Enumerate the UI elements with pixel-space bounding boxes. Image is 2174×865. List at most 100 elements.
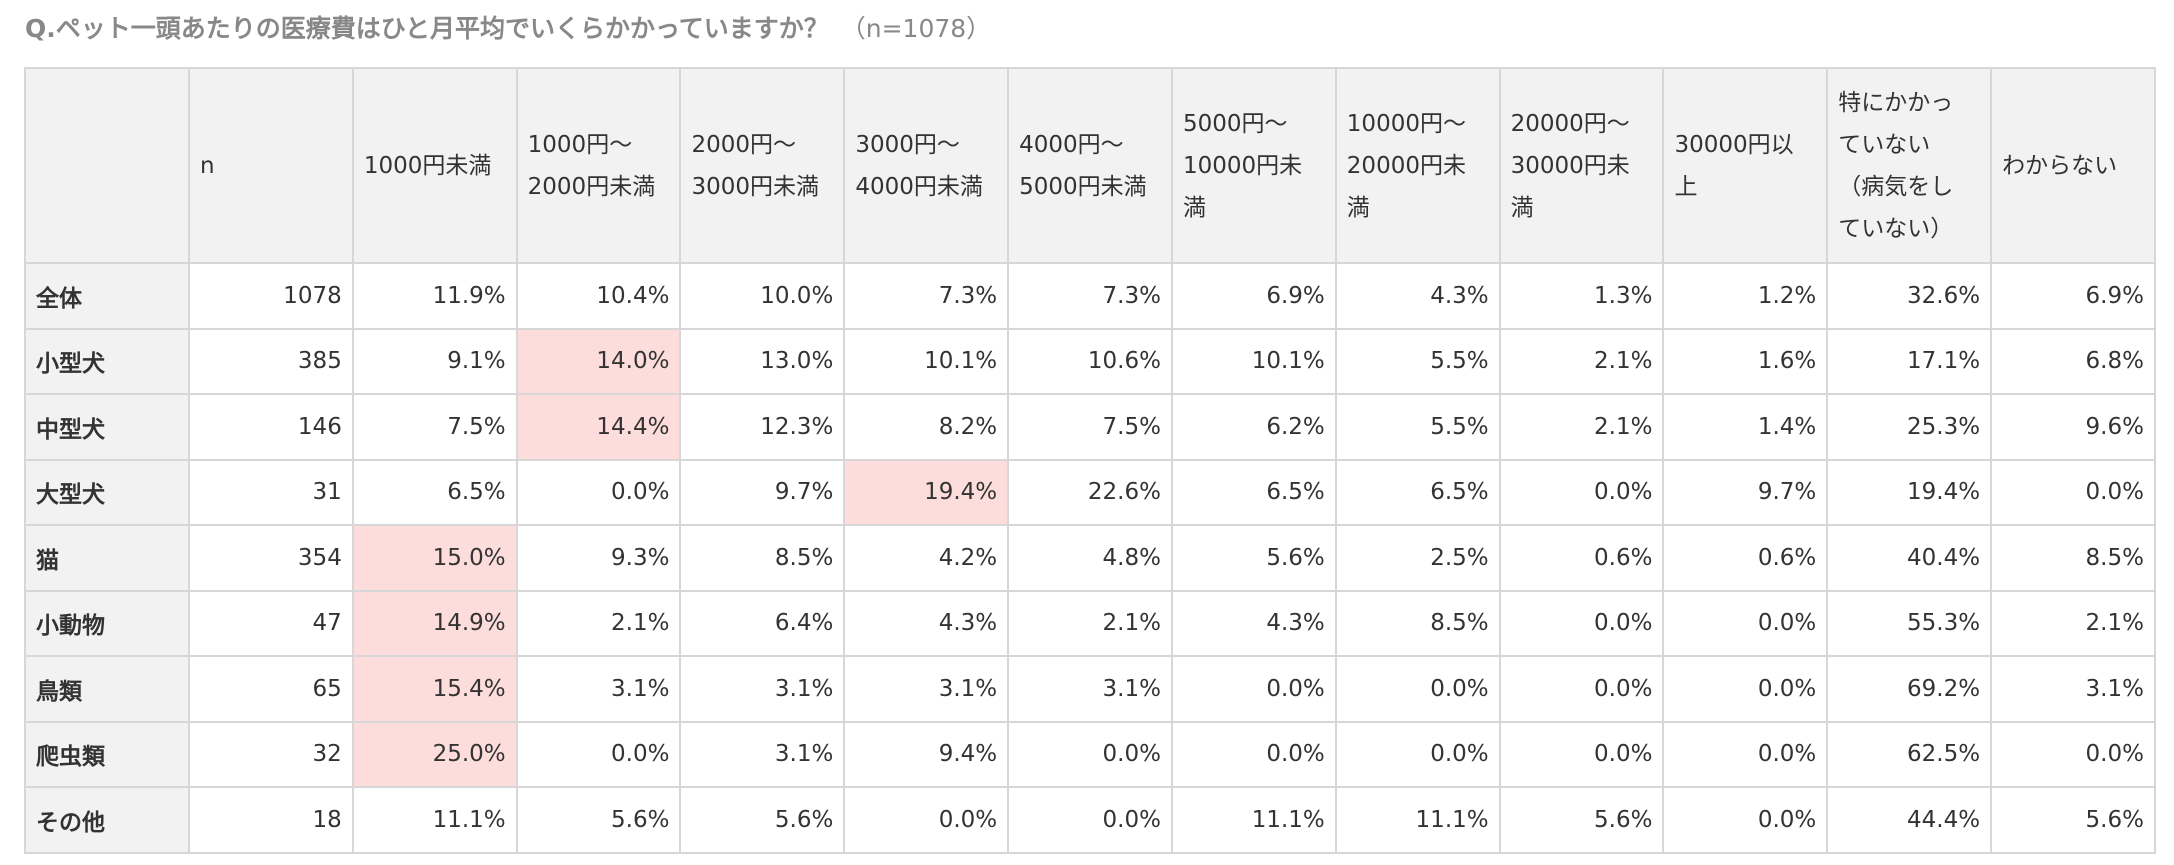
table-cell: 14.4% bbox=[515, 393, 682, 461]
header-row: n 1000円未満 1000円〜 2000円未満 2000円〜 3000円未満 3000円〜… bbox=[24, 67, 2156, 264]
table-cell: 69.2% bbox=[1826, 655, 1993, 723]
table-cell: 0.6% bbox=[1662, 524, 1829, 592]
table-cell: 1.6% bbox=[1662, 327, 1829, 395]
table-cell: 9.4% bbox=[843, 720, 1010, 788]
table-cell: 22.6% bbox=[1007, 458, 1173, 526]
table-cell: 7.3% bbox=[843, 262, 1010, 330]
table-cell: 11.1% bbox=[1334, 786, 1501, 854]
table-cell: 4.3% bbox=[1334, 262, 1501, 330]
table-cell: 9.7% bbox=[1662, 458, 1829, 526]
column-header-1: n bbox=[188, 67, 354, 264]
column-header-6: 4000円〜 5000円未満 bbox=[1007, 67, 1173, 264]
table-cell: 0.0% bbox=[1007, 786, 1173, 854]
table-cell: 9.7% bbox=[679, 458, 846, 526]
row-label: その他 bbox=[24, 786, 190, 854]
table-cell: 0.0% bbox=[1662, 720, 1829, 788]
table-cell: 9.1% bbox=[351, 327, 518, 395]
table-cell: 1.3% bbox=[1498, 262, 1665, 330]
table-cell: 5.6% bbox=[515, 786, 682, 854]
table-cell: 2.1% bbox=[1990, 589, 2156, 657]
table-cell: 14.0% bbox=[515, 327, 682, 395]
table-cell: 7.5% bbox=[1007, 393, 1173, 461]
cell-n: 146 bbox=[188, 393, 354, 461]
table-cell: 0.0% bbox=[1498, 458, 1665, 526]
row-label: 爬虫類 bbox=[24, 720, 190, 788]
table-cell: 19.4% bbox=[843, 458, 1010, 526]
chart-title: Q.ペット一頭あたりの医療費はひと月平均でいくらかかっていますか？ （n=1078… bbox=[25, 8, 991, 50]
title-text: Q.ペット一頭あたりの医療費はひと月平均でいくらかかっていますか？ bbox=[25, 14, 829, 43]
table-cell: 5.5% bbox=[1334, 393, 1501, 461]
table-cell: 3.1% bbox=[1990, 655, 2156, 723]
table-cell: 2.1% bbox=[1498, 393, 1665, 461]
table-body: 全体 1078 11.9% 10.4% 10.0% 7.3% 7.3% 6.9% 4.3% 1.3… bbox=[24, 262, 2156, 854]
table-cell: 1.2% bbox=[1662, 262, 1829, 330]
row-label: 大型犬 bbox=[24, 458, 190, 526]
table-row: 鳥類 65 15.4% 3.1% 3.1% 3.1% 3.1% 0.0% 0.0% 0.0% 0.0… bbox=[24, 655, 2156, 723]
table-cell: 5.6% bbox=[1170, 524, 1337, 592]
table-cell: 11.1% bbox=[351, 786, 518, 854]
table-row: 全体 1078 11.9% 10.4% 10.0% 7.3% 7.3% 6.9% 4.3% 1.3… bbox=[24, 262, 2156, 330]
cell-n: 65 bbox=[188, 655, 354, 723]
column-header-2: 1000円未満 bbox=[351, 67, 518, 264]
table-row: 小動物 47 14.9% 2.1% 6.4% 4.3% 2.1% 4.3% 8.5% 0.0% 0.… bbox=[24, 589, 2156, 657]
table-cell: 0.0% bbox=[515, 458, 682, 526]
cell-n: 18 bbox=[188, 786, 354, 854]
table-cell: 7.5% bbox=[351, 393, 518, 461]
column-header-4: 2000円〜 3000円未満 bbox=[679, 67, 846, 264]
table-cell: 0.0% bbox=[515, 720, 682, 788]
table-cell: 0.0% bbox=[1334, 655, 1501, 723]
cell-n: 1078 bbox=[188, 262, 354, 330]
table-cell: 14.9% bbox=[351, 589, 518, 657]
row-label: 猫 bbox=[24, 524, 190, 592]
table-cell: 0.0% bbox=[1662, 589, 1829, 657]
table-cell: 3.1% bbox=[679, 720, 846, 788]
table-cell: 25.3% bbox=[1826, 393, 1993, 461]
table-cell: 10.6% bbox=[1007, 327, 1173, 395]
table-cell: 3.1% bbox=[1007, 655, 1173, 723]
table-cell: 6.9% bbox=[1990, 262, 2156, 330]
table-cell: 2.5% bbox=[1334, 524, 1501, 592]
table-cell: 5.6% bbox=[679, 786, 846, 854]
table-cell: 19.4% bbox=[1826, 458, 1993, 526]
table-cell: 8.5% bbox=[1334, 589, 1501, 657]
table-cell: 0.0% bbox=[1170, 720, 1337, 788]
table-cell: 6.9% bbox=[1170, 262, 1337, 330]
table-cell: 44.4% bbox=[1826, 786, 1993, 854]
table-cell: 11.9% bbox=[351, 262, 518, 330]
data-table: n 1000円未満 1000円〜 2000円未満 2000円〜 3000円未満 3000円〜… bbox=[24, 67, 2156, 854]
table-cell: 17.1% bbox=[1826, 327, 1993, 395]
table-cell: 5.6% bbox=[1990, 786, 2156, 854]
table-cell: 12.3% bbox=[679, 393, 846, 461]
column-header-9: 20000円〜 30000円未満 bbox=[1498, 67, 1665, 264]
table-cell: 2.1% bbox=[1007, 589, 1173, 657]
table-cell: 6.2% bbox=[1170, 393, 1337, 461]
column-header-3: 1000円〜 2000円未満 bbox=[515, 67, 682, 264]
table-cell: 0.0% bbox=[843, 786, 1010, 854]
table-row: 中型犬 146 7.5% 14.4% 12.3% 8.2% 7.5% 6.2% 5.5% 2.1%… bbox=[24, 393, 2156, 461]
cell-n: 31 bbox=[188, 458, 354, 526]
table-cell: 62.5% bbox=[1826, 720, 1993, 788]
cell-n: 47 bbox=[188, 589, 354, 657]
table-cell: 32.6% bbox=[1826, 262, 1993, 330]
cell-n: 354 bbox=[188, 524, 354, 592]
table-cell: 6.5% bbox=[1170, 458, 1337, 526]
table-cell: 0.0% bbox=[1498, 720, 1665, 788]
column-header-12: わからない bbox=[1990, 67, 2156, 264]
table-cell: 0.0% bbox=[1990, 720, 2156, 788]
table-cell: 3.1% bbox=[679, 655, 846, 723]
table-row: 爬虫類 32 25.0% 0.0% 3.1% 9.4% 0.0% 0.0% 0.0% 0.0% 0.… bbox=[24, 720, 2156, 788]
table-cell: 40.4% bbox=[1826, 524, 1993, 592]
table-cell: 13.0% bbox=[679, 327, 846, 395]
table-cell: 0.0% bbox=[1662, 655, 1829, 723]
row-label: 全体 bbox=[24, 262, 190, 330]
table-cell: 11.1% bbox=[1170, 786, 1337, 854]
table-row: 猫 354 15.0% 9.3% 8.5% 4.2% 4.8% 5.6% 2.5% 0.6% 0.6… bbox=[24, 524, 2156, 592]
table-cell: 0.0% bbox=[1662, 786, 1829, 854]
table-cell: 6.8% bbox=[1990, 327, 2156, 395]
table-cell: 6.4% bbox=[679, 589, 846, 657]
table-cell: 8.2% bbox=[843, 393, 1010, 461]
table-row: その他 18 11.1% 5.6% 5.6% 0.0% 0.0% 11.1% 11.1% 5.6%… bbox=[24, 786, 2156, 854]
table-cell: 25.0% bbox=[351, 720, 518, 788]
title-sample-size: （n=1078） bbox=[840, 14, 992, 43]
table-cell: 9.3% bbox=[515, 524, 682, 592]
